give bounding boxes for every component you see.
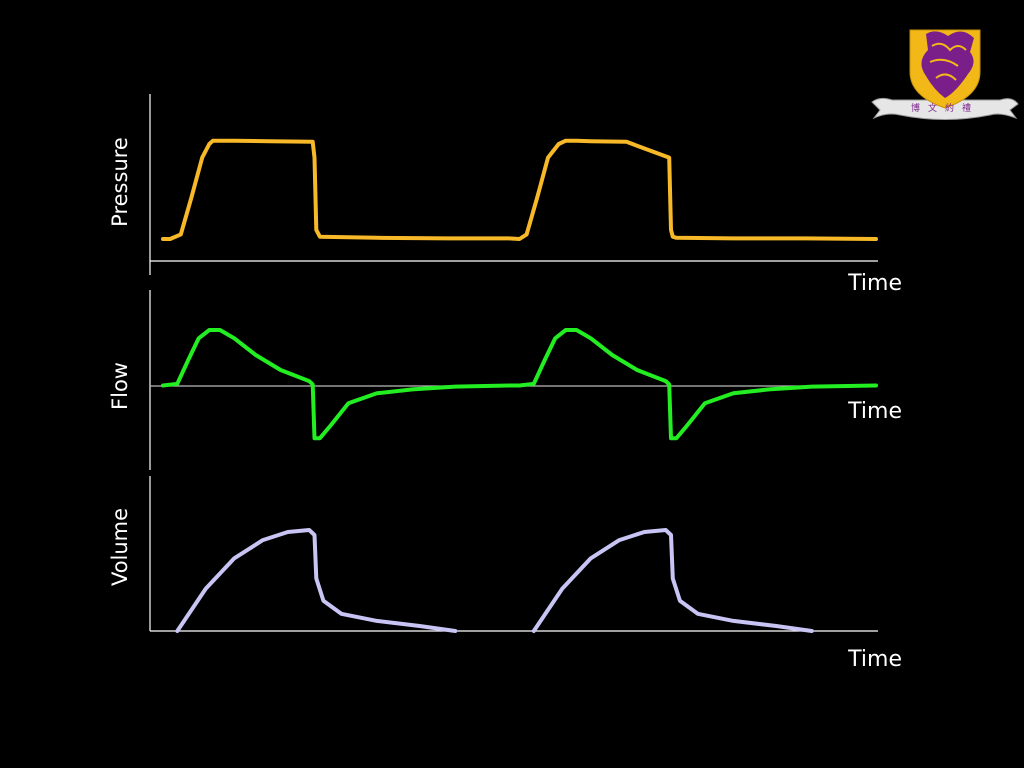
pressure-wave-line [161, 138, 878, 241]
flow-time-label: Time [847, 399, 902, 424]
pressure-panel: Pressure Time [108, 94, 902, 296]
pressure-time-label: Time [847, 271, 902, 296]
flow-axis-label: Flow [108, 362, 132, 410]
flow-wave-line [161, 328, 878, 441]
volume-time-label: Time [847, 647, 902, 672]
volume-axis-label: Volume [108, 508, 132, 586]
university-crest-logo: 博文約禮 [871, 29, 1019, 120]
crest-emblem-detail [929, 42, 967, 81]
crest-emblem [921, 31, 974, 98]
volume-wave-line-2 [531, 528, 814, 633]
volume-panel: Volume Time [108, 476, 902, 672]
flow-panel: Flow Time [108, 290, 902, 470]
crest-ribbon-text: 博文約禮 [911, 102, 979, 114]
crest-ribbon [871, 97, 1019, 120]
volume-wave-line-1 [175, 528, 458, 633]
pressure-axis-label: Pressure [108, 137, 132, 227]
